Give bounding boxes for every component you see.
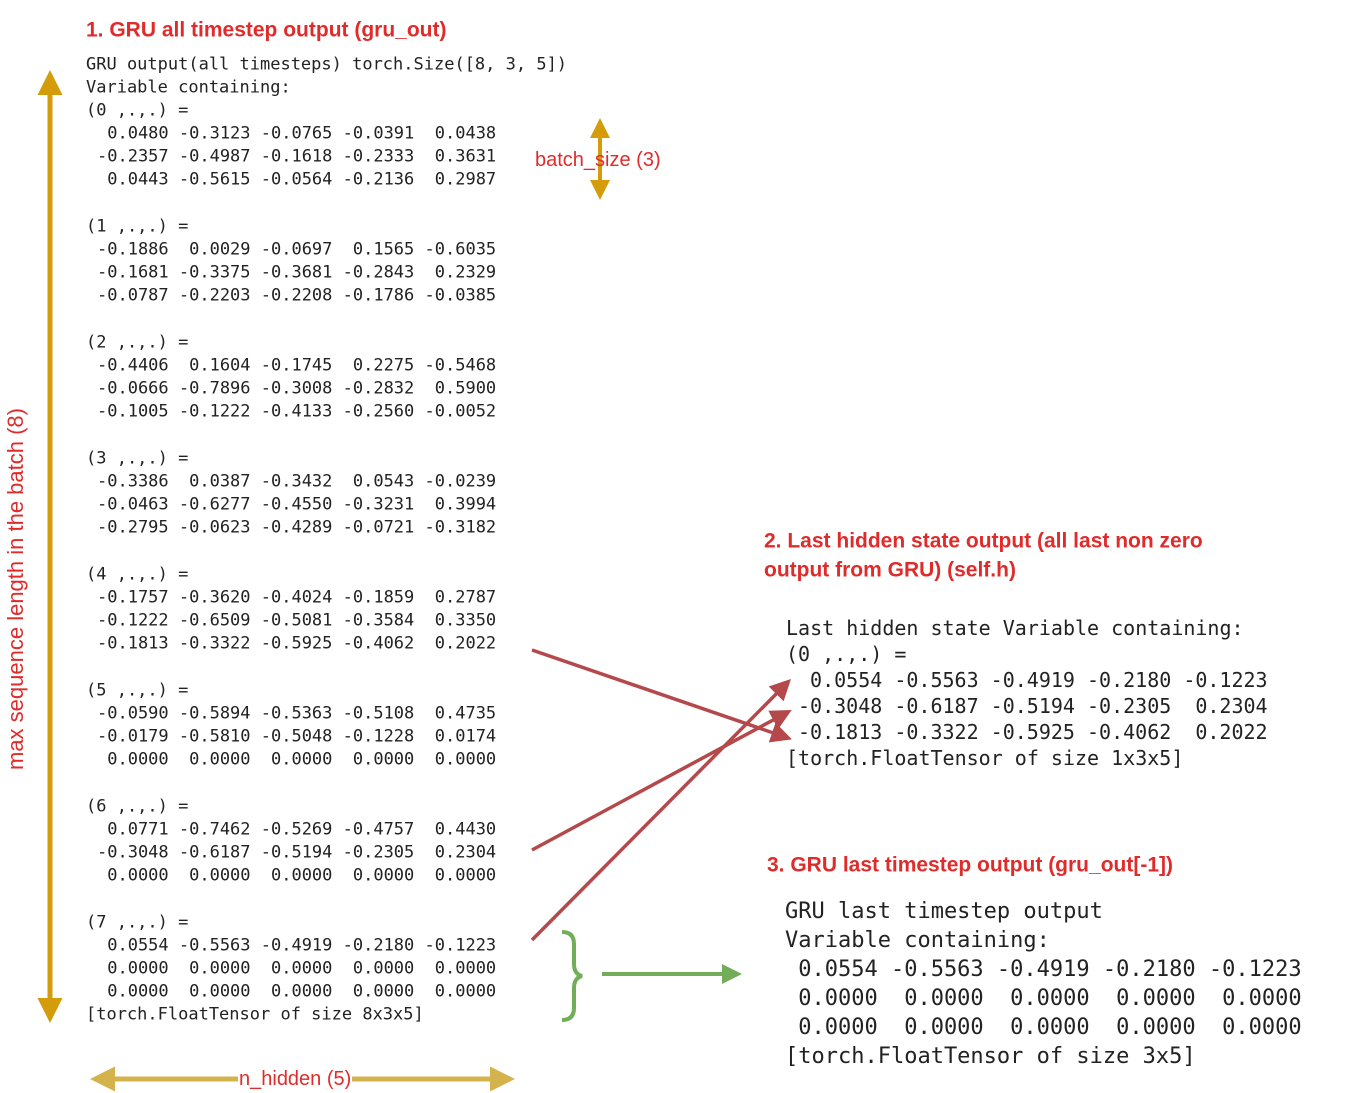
tensor-row: -0.3386 0.0387 -0.3432 0.0543 -0.0239: [97, 471, 497, 492]
brace: [561, 930, 583, 1022]
block-label: (0 ,.,.) =: [86, 100, 189, 121]
block-label: (5 ,.,.) =: [86, 680, 189, 701]
section-title: 3. GRU last timestep output (gru_out[-1]…: [767, 853, 1173, 877]
block-label: (3 ,.,.) =: [86, 448, 189, 469]
tensor-row: -0.0463 -0.6277 -0.4550 -0.3231 0.3994: [97, 494, 497, 515]
tensor-row: 0.0000 0.0000 0.0000 0.0000 0.0000: [97, 749, 497, 770]
code-line: [torch.FloatTensor of size 1x3x5]: [786, 746, 1184, 770]
red-arrow: [530, 679, 791, 942]
tensor-row: 0.0000 0.0000 0.0000 0.0000 0.0000: [97, 865, 497, 886]
block-label: (1 ,.,.) =: [86, 216, 189, 237]
section-title: 2. Last hidden state output (all last no…: [764, 529, 1203, 553]
tensor-row: 0.0443 -0.5615 -0.0564 -0.2136 0.2987: [97, 169, 497, 190]
code-line: (0 ,.,.) =: [786, 642, 907, 666]
block-label: (7 ,.,.) =: [86, 912, 189, 933]
tensor-row: 0.0000 0.0000 0.0000 0.0000 0.0000: [97, 981, 497, 1002]
block-label: (2 ,.,.) =: [86, 332, 189, 353]
tensor-row: -0.0590 -0.5894 -0.5363 -0.5108 0.4735: [97, 703, 497, 724]
tensor-row: -0.0787 -0.2203 -0.2208 -0.1786 -0.0385: [97, 285, 497, 306]
tensor-row: -0.2795 -0.0623 -0.4289 -0.0721 -0.3182: [97, 517, 497, 538]
tensor-row: -0.1681 -0.3375 -0.3681 -0.2843 0.2329: [97, 262, 497, 283]
code-line: 0.0554 -0.5563 -0.4919 -0.2180 -0.1223: [785, 957, 1302, 982]
code-line: 0.0000 0.0000 0.0000 0.0000 0.0000: [785, 1015, 1302, 1040]
tensor-row: -0.3048 -0.6187 -0.5194 -0.2305 0.2304: [97, 842, 497, 863]
code-line: 0.0554 -0.5563 -0.4919 -0.2180 -0.1223: [798, 668, 1268, 692]
tensor-row: -0.1005 -0.1222 -0.4133 -0.2560 -0.0052: [97, 401, 497, 422]
code-line: Variable containing:: [785, 928, 1050, 953]
section-title: output from GRU) (self.h): [764, 558, 1016, 582]
tensor-row: 0.0000 0.0000 0.0000 0.0000 0.0000: [97, 958, 497, 979]
annotation: n_hidden (5): [238, 1068, 353, 1090]
tensor-row: -0.1222 -0.6509 -0.5081 -0.3584 0.3350: [97, 610, 497, 631]
annotation: max sequence length in the batch (8): [3, 407, 28, 771]
annotation: batch_size (3): [535, 149, 661, 171]
code-line: Variable containing:: [86, 77, 291, 98]
code-line: -0.3048 -0.6187 -0.5194 -0.2305 0.2304: [798, 694, 1268, 718]
tensor-row: -0.1813 -0.3322 -0.5925 -0.4062 0.2022: [97, 633, 497, 654]
tensor-row: -0.0179 -0.5810 -0.5048 -0.1228 0.0174: [97, 726, 497, 747]
code-line: 0.0000 0.0000 0.0000 0.0000 0.0000: [785, 986, 1302, 1011]
tensor-row: -0.1757 -0.3620 -0.4024 -0.1859 0.2787: [97, 587, 497, 608]
tensor-row: -0.2357 -0.4987 -0.1618 -0.2333 0.3631: [97, 146, 497, 167]
red-arrow: [531, 710, 792, 852]
tensor-row: 0.0771 -0.7462 -0.5269 -0.4757 0.4430: [97, 819, 497, 840]
section-title: 1. GRU all timestep output (gru_out): [86, 18, 447, 42]
code-line: -0.1813 -0.3322 -0.5925 -0.4062 0.2022: [798, 720, 1268, 744]
tensor-row: -0.4406 0.1604 -0.1745 0.2275 -0.5468: [97, 355, 497, 376]
tensor-row: 0.0554 -0.5563 -0.4919 -0.2180 -0.1223: [97, 935, 497, 956]
code-line: GRU last timestep output: [785, 899, 1103, 924]
code-line: GRU output(all timesteps) torch.Size([8,…: [86, 54, 568, 75]
block-label: (6 ,.,.) =: [86, 796, 189, 817]
tensor-row: -0.1886 0.0029 -0.0697 0.1565 -0.6035: [97, 239, 497, 260]
code-line: [torch.FloatTensor of size 8x3x5]: [86, 1004, 424, 1025]
block-label: (4 ,.,.) =: [86, 564, 189, 585]
red-arrow: [531, 648, 792, 743]
tensor-row: -0.0666 -0.7896 -0.3008 -0.2832 0.5900: [97, 378, 497, 399]
tensor-row: 0.0480 -0.3123 -0.0765 -0.0391 0.0438: [97, 123, 497, 144]
code-line: [torch.FloatTensor of size 3x5]: [785, 1044, 1196, 1069]
code-line: Last hidden state Variable containing:: [786, 616, 1244, 640]
